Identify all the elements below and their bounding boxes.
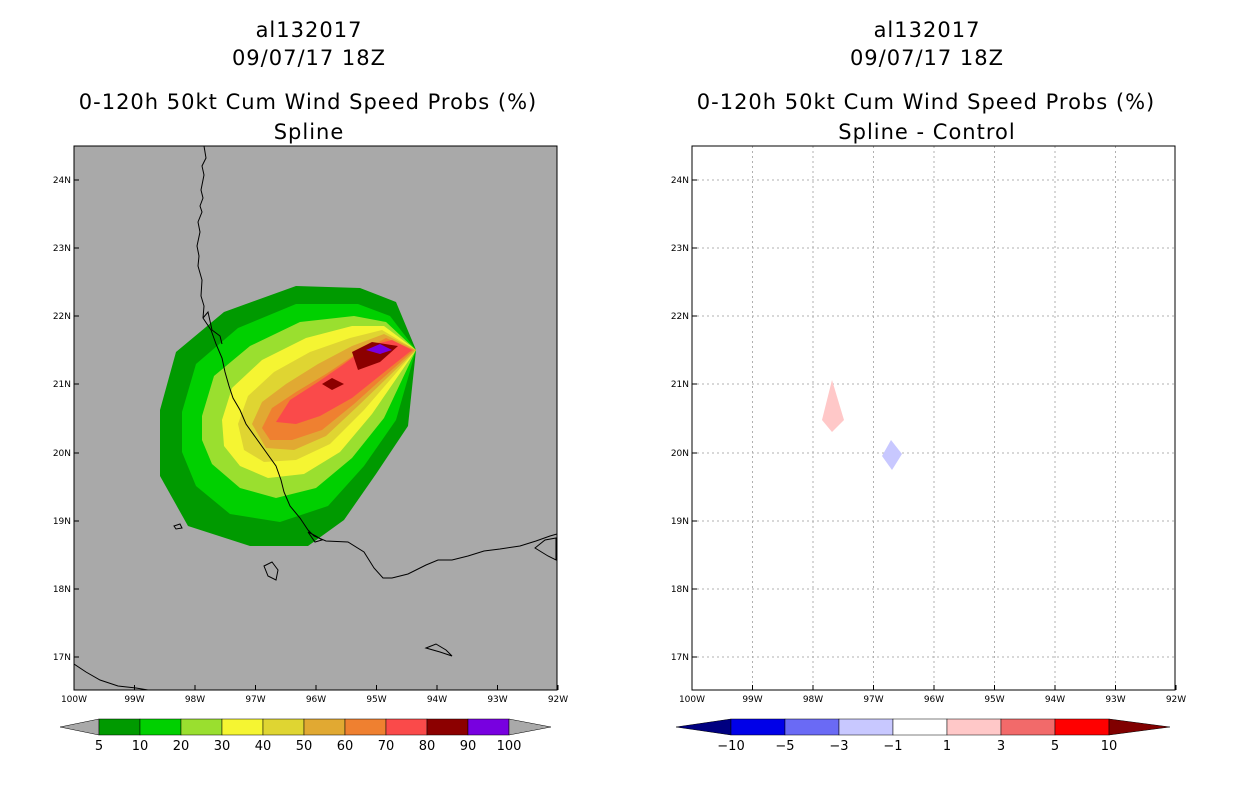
- colorbar-label: 1: [943, 739, 951, 754]
- colorbar-label: 10: [132, 739, 149, 754]
- lon-label: 98W: [185, 695, 205, 705]
- colorbar-label: −1: [883, 739, 902, 754]
- contour-80-small: [322, 378, 344, 390]
- lat-label: 21N: [671, 380, 689, 390]
- lat-label: 23N: [671, 244, 689, 254]
- colorbar-swatch: [98, 718, 141, 736]
- colorbar-label: 30: [214, 739, 231, 754]
- lon-label: 96W: [924, 695, 944, 705]
- diff-negative-region: [882, 440, 902, 470]
- lon-label: 96W: [306, 695, 326, 705]
- left-map: 24N 23N 22N 21N 20N 19N 18N 17N 100W 99W 98W 97W 96W…: [53, 145, 568, 754]
- colorbar-label: 3: [997, 739, 1005, 754]
- lon-label: 99W: [742, 695, 762, 705]
- lat-label: 24N: [53, 176, 71, 186]
- contour-90: [366, 344, 392, 354]
- colorbar-swatch: [730, 718, 786, 736]
- lon-label: 93W: [1105, 695, 1125, 705]
- lat-label: 24N: [671, 176, 689, 186]
- colorbar-label: 40: [255, 739, 272, 754]
- colorbar-swatch: [1000, 718, 1056, 736]
- right-axes: 24N 23N 22N 21N 20N 19N 18N 17N 100W 99W 98W 97W 96W…: [671, 176, 1186, 705]
- colorbar-label: 20: [173, 739, 190, 754]
- lat-label: 17N: [671, 653, 689, 663]
- lon-label: 94W: [1045, 695, 1065, 705]
- colorbar-swatch: [467, 718, 510, 736]
- colorbar-swatch: [838, 718, 894, 736]
- lat-label: 21N: [53, 380, 71, 390]
- lat-label: 19N: [671, 517, 689, 527]
- colorbar-swatch: [426, 718, 469, 736]
- colorbar-label: 80: [419, 739, 436, 754]
- left-probability-contours: [160, 286, 416, 546]
- colorbar-label: 60: [337, 739, 354, 754]
- diff-positive-region: [822, 380, 844, 432]
- colorbar-swatch: [892, 718, 948, 736]
- colorbar-swatch: [180, 718, 223, 736]
- colorbar-label: −5: [775, 739, 794, 754]
- colorbar-swatch: [1054, 718, 1110, 736]
- left-product-title: 0-120h 50kt Cum Wind Speed Probs (%): [78, 90, 538, 114]
- lon-label: 100W: [679, 695, 705, 705]
- colorbar-label: 90: [460, 739, 477, 754]
- colorbar-low-end: [675, 718, 732, 736]
- left-axes: 24N 23N 22N 21N 20N 19N 18N 17N 100W 99W 98W 97W 96W…: [53, 176, 568, 705]
- colorbar-high-end: [508, 718, 552, 736]
- right-datetime: 09/07/17 18Z: [849, 46, 1005, 70]
- colorbar-low-end: [59, 718, 100, 736]
- colorbar-label: 70: [378, 739, 395, 754]
- colorbar-label: 50: [296, 739, 313, 754]
- lon-label: 97W: [245, 695, 265, 705]
- right-map: 24N 23N 22N 21N 20N 19N 18N 17N 100W 99W 98W 97W 96W…: [671, 145, 1186, 754]
- lat-label: 20N: [671, 449, 689, 459]
- left-colorbar: 5 10 20 30 40 50 60 70 80 90 100: [59, 718, 552, 754]
- colorbar-label: 5: [1051, 739, 1059, 754]
- lon-label: 95W: [366, 695, 386, 705]
- colorbar-label: 100: [497, 739, 522, 754]
- colorbar-label: 10: [1101, 739, 1118, 754]
- lon-label: 97W: [863, 695, 883, 705]
- colorbar-high-end: [1108, 718, 1171, 736]
- lon-label: 98W: [803, 695, 823, 705]
- right-difference-contours: [822, 380, 902, 470]
- lon-label: 95W: [984, 695, 1004, 705]
- right-storm-id: al132017: [873, 18, 981, 42]
- lat-label: 23N: [53, 244, 71, 254]
- lat-label: 22N: [671, 312, 689, 322]
- right-product-title: 0-120h 50kt Cum Wind Speed Probs (%): [696, 90, 1156, 114]
- lat-label: 20N: [53, 449, 71, 459]
- lon-label: 92W: [1166, 695, 1186, 705]
- colorbar-label: −3: [829, 739, 848, 754]
- colorbar-swatch: [303, 718, 346, 736]
- right-subtitle: Spline - Control: [838, 120, 1016, 144]
- colorbar-label: −10: [717, 739, 744, 754]
- lon-label: 94W: [427, 695, 447, 705]
- left-storm-id: al132017: [255, 18, 363, 42]
- colorbar-swatch: [262, 718, 305, 736]
- left-subtitle: Spline: [273, 120, 345, 144]
- lon-label: 99W: [124, 695, 144, 705]
- left-datetime: 09/07/17 18Z: [231, 46, 387, 70]
- right-colorbar: −10 −5 −3 −1 1 3 5 10: [675, 718, 1171, 754]
- colorbar-swatch: [385, 718, 428, 736]
- colorbar-swatch: [221, 718, 264, 736]
- lon-label: 100W: [61, 695, 87, 705]
- lat-label: 22N: [53, 312, 71, 322]
- lon-label: 93W: [487, 695, 507, 705]
- colorbar-swatch: [946, 718, 1002, 736]
- lat-label: 19N: [53, 517, 71, 527]
- right-gridlines: [692, 146, 1175, 690]
- colorbar-label: 5: [95, 739, 103, 754]
- lon-label: 92W: [548, 695, 568, 705]
- colorbar-swatch: [784, 718, 840, 736]
- lat-label: 18N: [671, 585, 689, 595]
- lat-label: 18N: [53, 585, 71, 595]
- lat-label: 17N: [53, 653, 71, 663]
- colorbar-swatch: [344, 718, 387, 736]
- colorbar-swatch: [139, 718, 182, 736]
